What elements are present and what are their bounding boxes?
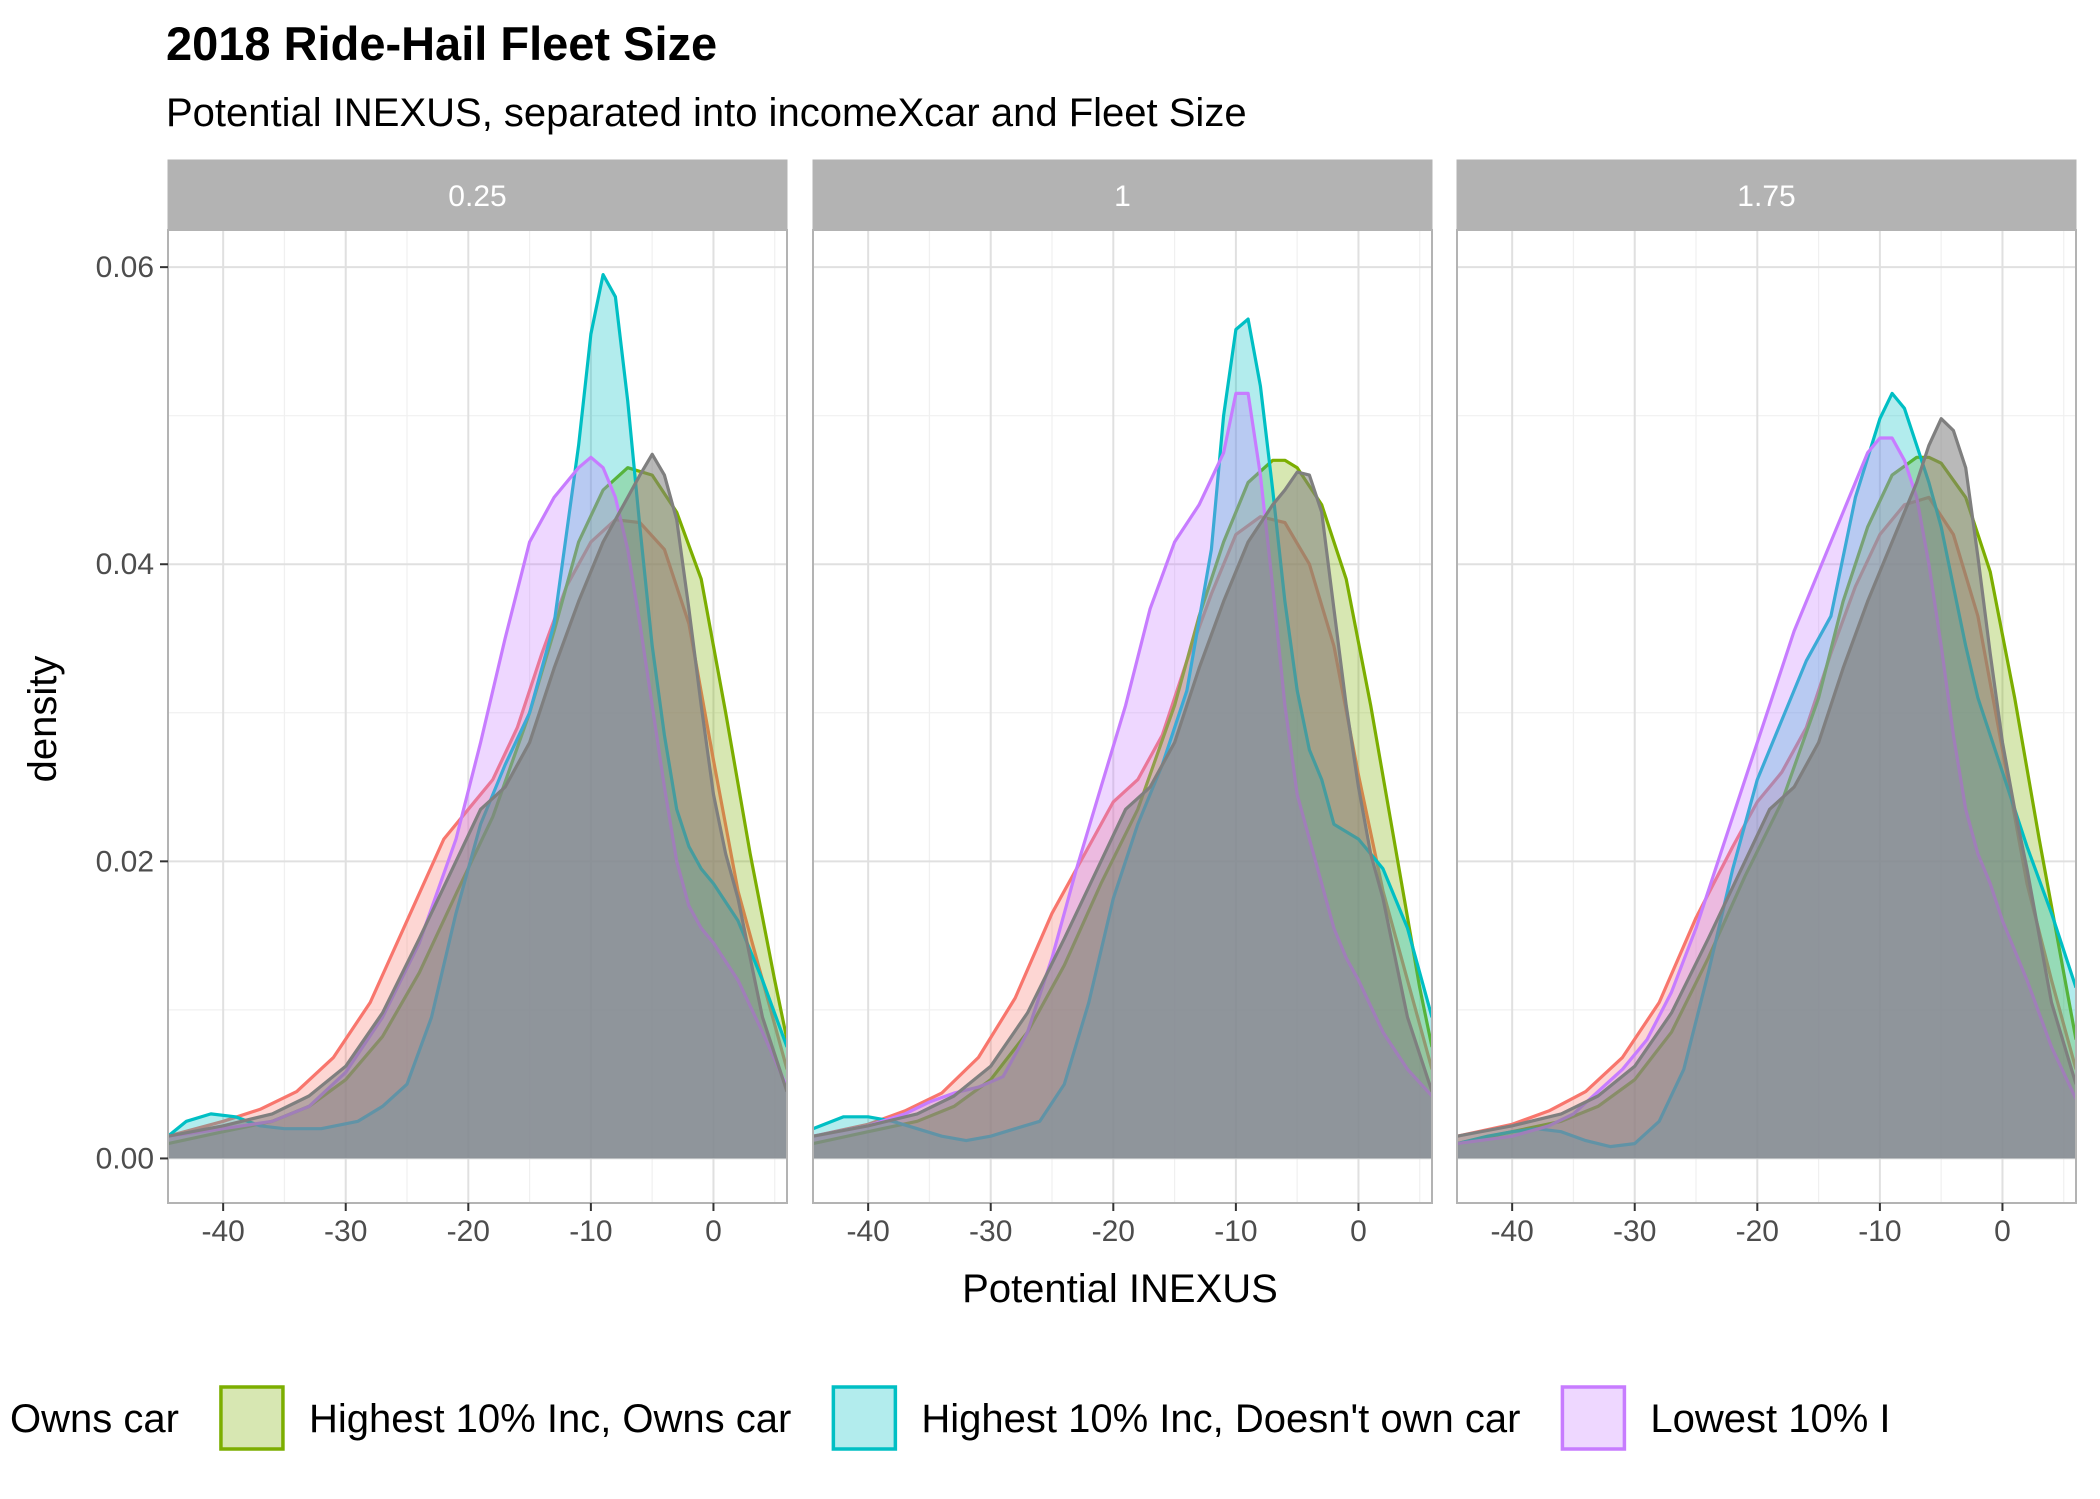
density-layer (1457, 391, 2076, 1159)
x-tick-label: 0 (1994, 1215, 2011, 1248)
facet-strip (167, 159, 788, 231)
chart-title: 2018 Ride-Hail Fleet Size (166, 17, 717, 70)
legend-label: Owns car (10, 1397, 179, 1441)
x-tick-label: 0 (1350, 1215, 1367, 1248)
legend-item-highest_owns: Highest 10% Inc, Owns car (219, 1385, 791, 1451)
x-tick-label: 0 (705, 1215, 722, 1248)
x-tick-label: -40 (1490, 1215, 1533, 1248)
panel-border (812, 229, 1433, 1204)
density-line-all (1457, 417, 2076, 1138)
density-layer (168, 273, 787, 1159)
x-tick-label: -20 (1092, 1215, 1135, 1248)
density-area-all (1457, 418, 2076, 1159)
legend-key (219, 1385, 285, 1451)
legend-label: Highest 10% Inc, Doesn't own car (921, 1397, 1520, 1441)
legend-label: Highest 10% Inc, Owns car (309, 1397, 791, 1441)
y-tick-label: 0.04 (96, 548, 154, 581)
legend-item-highest_noncar: Highest 10% Inc, Doesn't own car (831, 1385, 1520, 1451)
x-tick-label: -10 (1858, 1215, 1901, 1248)
x-tick-label: -40 (846, 1215, 889, 1248)
facet-strip (1456, 159, 2077, 231)
density-line-all (168, 452, 787, 1138)
panel-border (1456, 229, 2077, 1204)
legend-item-lowest_owns: Owns car (10, 1397, 179, 1441)
density-area-all (168, 454, 787, 1159)
y-tick-label: 0.00 (96, 1142, 154, 1175)
x-tick-label: -10 (569, 1215, 612, 1248)
x-tick-label: -10 (1214, 1215, 1257, 1248)
x-tick-label: -20 (1736, 1215, 1779, 1248)
x-tick-label: -30 (1613, 1215, 1656, 1248)
x-tick-label: -20 (447, 1215, 490, 1248)
legend-label: Lowest 10% I (1650, 1397, 1890, 1441)
legend: Owns car Highest 10% Inc, Owns car Highest… (10, 1385, 1891, 1451)
legend-key (831, 1385, 898, 1451)
x-tick-label: -30 (969, 1215, 1012, 1248)
y-tick-label: 0.02 (96, 845, 154, 878)
panel-border (167, 229, 788, 1204)
y-axis-title: density (21, 656, 65, 783)
x-axis-title: Potential INEXUS (962, 1267, 1278, 1311)
facet-panel-0: 0.25 -40 -30 -20 -10 0 (167, 159, 788, 1248)
density-line-all (813, 470, 1432, 1138)
x-tick-label: -40 (201, 1215, 244, 1248)
legend-key (1560, 1385, 1627, 1451)
chart-subtitle: Potential INEXUS, separated into incomeX… (166, 91, 1247, 135)
facet-panels: 0.25 -40 -30 -20 -10 0 1 -40 -30 -20 -10 0 1.75 -40 -3… (167, 159, 2077, 1248)
density-layer (813, 317, 1432, 1159)
facet-panel-2: 1.75 -40 -30 -20 -10 0 (1456, 159, 2077, 1248)
legend-item-lowest_noncar: Lowest 10% I (1560, 1385, 1891, 1451)
y-axis: 0.00 0.02 0.04 0.06 (96, 251, 168, 1175)
y-tick-label: 0.06 (96, 251, 154, 284)
facet-strip-label: 1.75 (1737, 180, 1795, 213)
facet-strip-label: 1 (1114, 180, 1131, 213)
facet-strip-label: 0.25 (448, 180, 506, 213)
density-line-lowest_owns (168, 518, 787, 1138)
facet-panel-1: 1 -40 -30 -20 -10 0 (812, 159, 1433, 1248)
density-area-all (813, 472, 1432, 1159)
x-tick-label: -30 (324, 1215, 367, 1248)
